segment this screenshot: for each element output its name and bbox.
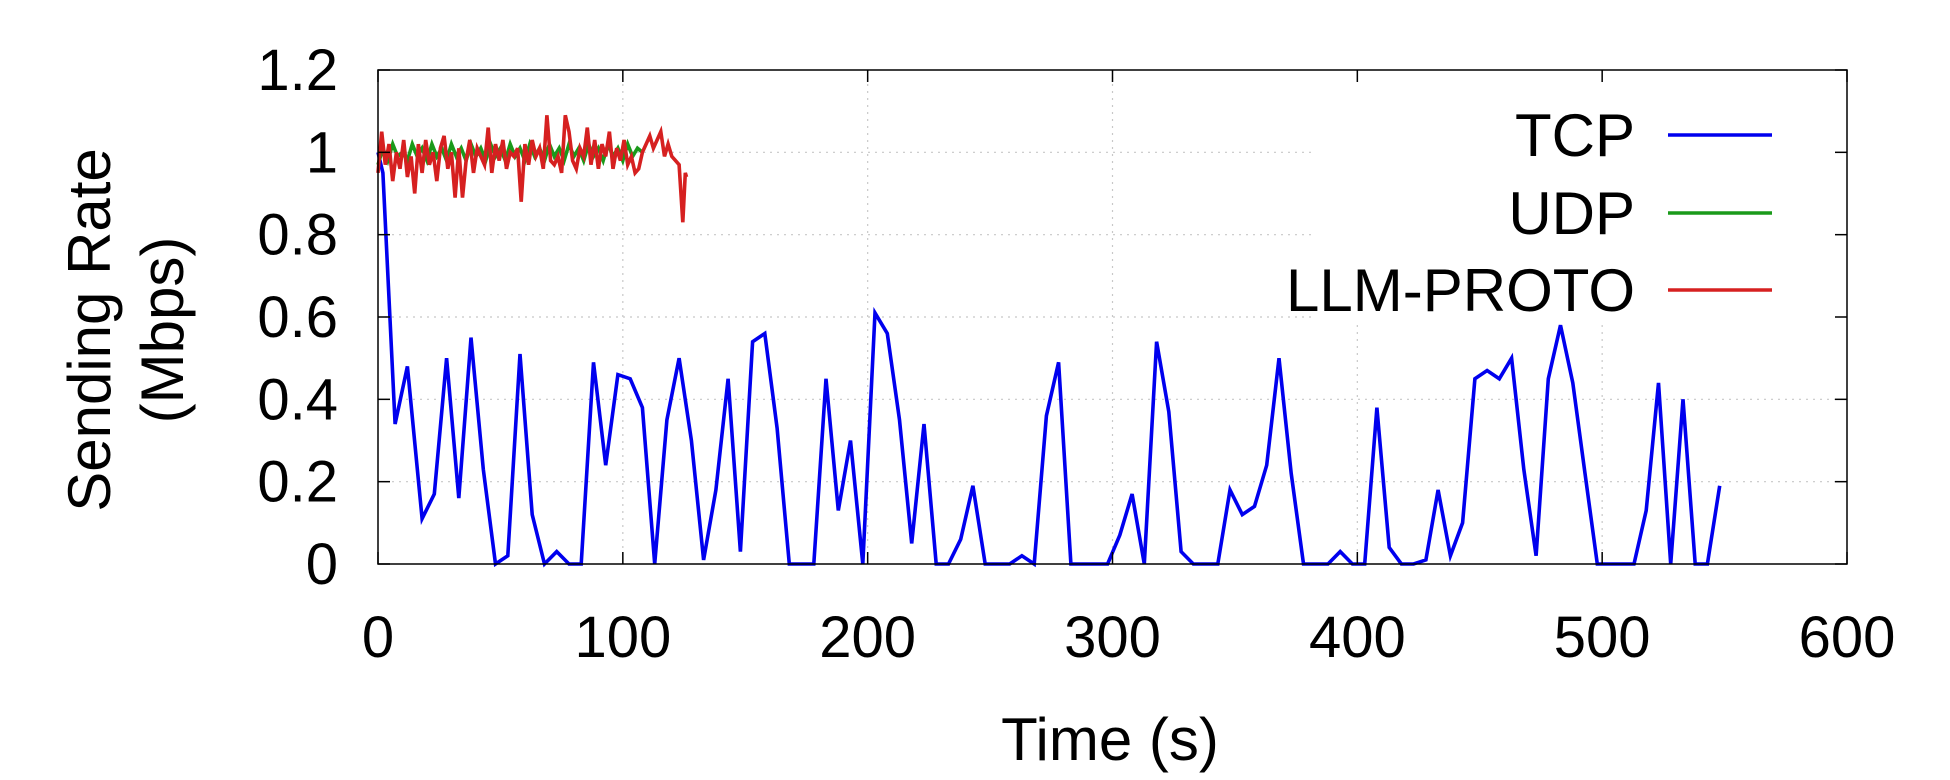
y-tick-labels: 0 0.2 0.4 0.6 0.8 1 1.2 [257,38,338,597]
x-tick-label: 200 [819,605,916,670]
x-tick-label: 100 [574,605,671,670]
series-line-tcp [376,151,1722,568]
legend-label-tcp: TCP [1515,102,1635,169]
legend: TCP UDP LLM-PROTO [1286,102,1772,324]
y-axis-label-line-1: Sending Rate [56,148,123,512]
y-tick-label: 0.2 [257,450,338,515]
y-tick-label: 0.4 [257,367,338,432]
x-tick-label: 600 [1799,605,1896,670]
legend-label-llm-proto: LLM-PROTO [1286,257,1635,324]
grid-lines [378,70,1847,564]
y-tick-label: 1.2 [257,38,338,103]
x-tick-label: 400 [1309,605,1406,670]
y-axis-label-line-2: (Mbps) [129,237,196,424]
series-line-llm-proto [376,114,689,223]
y-axis-label: Sending Rate (Mbps) [56,148,196,512]
x-tick-label: 0 [362,605,394,670]
legend-label-udp: UDP [1508,180,1635,247]
tick-marks [377,69,1848,565]
series-lines [376,114,1722,568]
x-tick-label: 300 [1064,605,1161,670]
y-tick-label: 0.6 [257,285,338,350]
x-axis-label: Time (s) [1001,706,1219,773]
x-tick-label: 500 [1554,605,1651,670]
y-tick-label: 0 [306,532,338,597]
y-tick-label: 0.8 [257,203,338,268]
series-line-udp [376,138,644,167]
y-tick-label: 1 [306,120,338,185]
x-tick-labels: 0 100 200 300 400 500 600 [362,605,1896,670]
